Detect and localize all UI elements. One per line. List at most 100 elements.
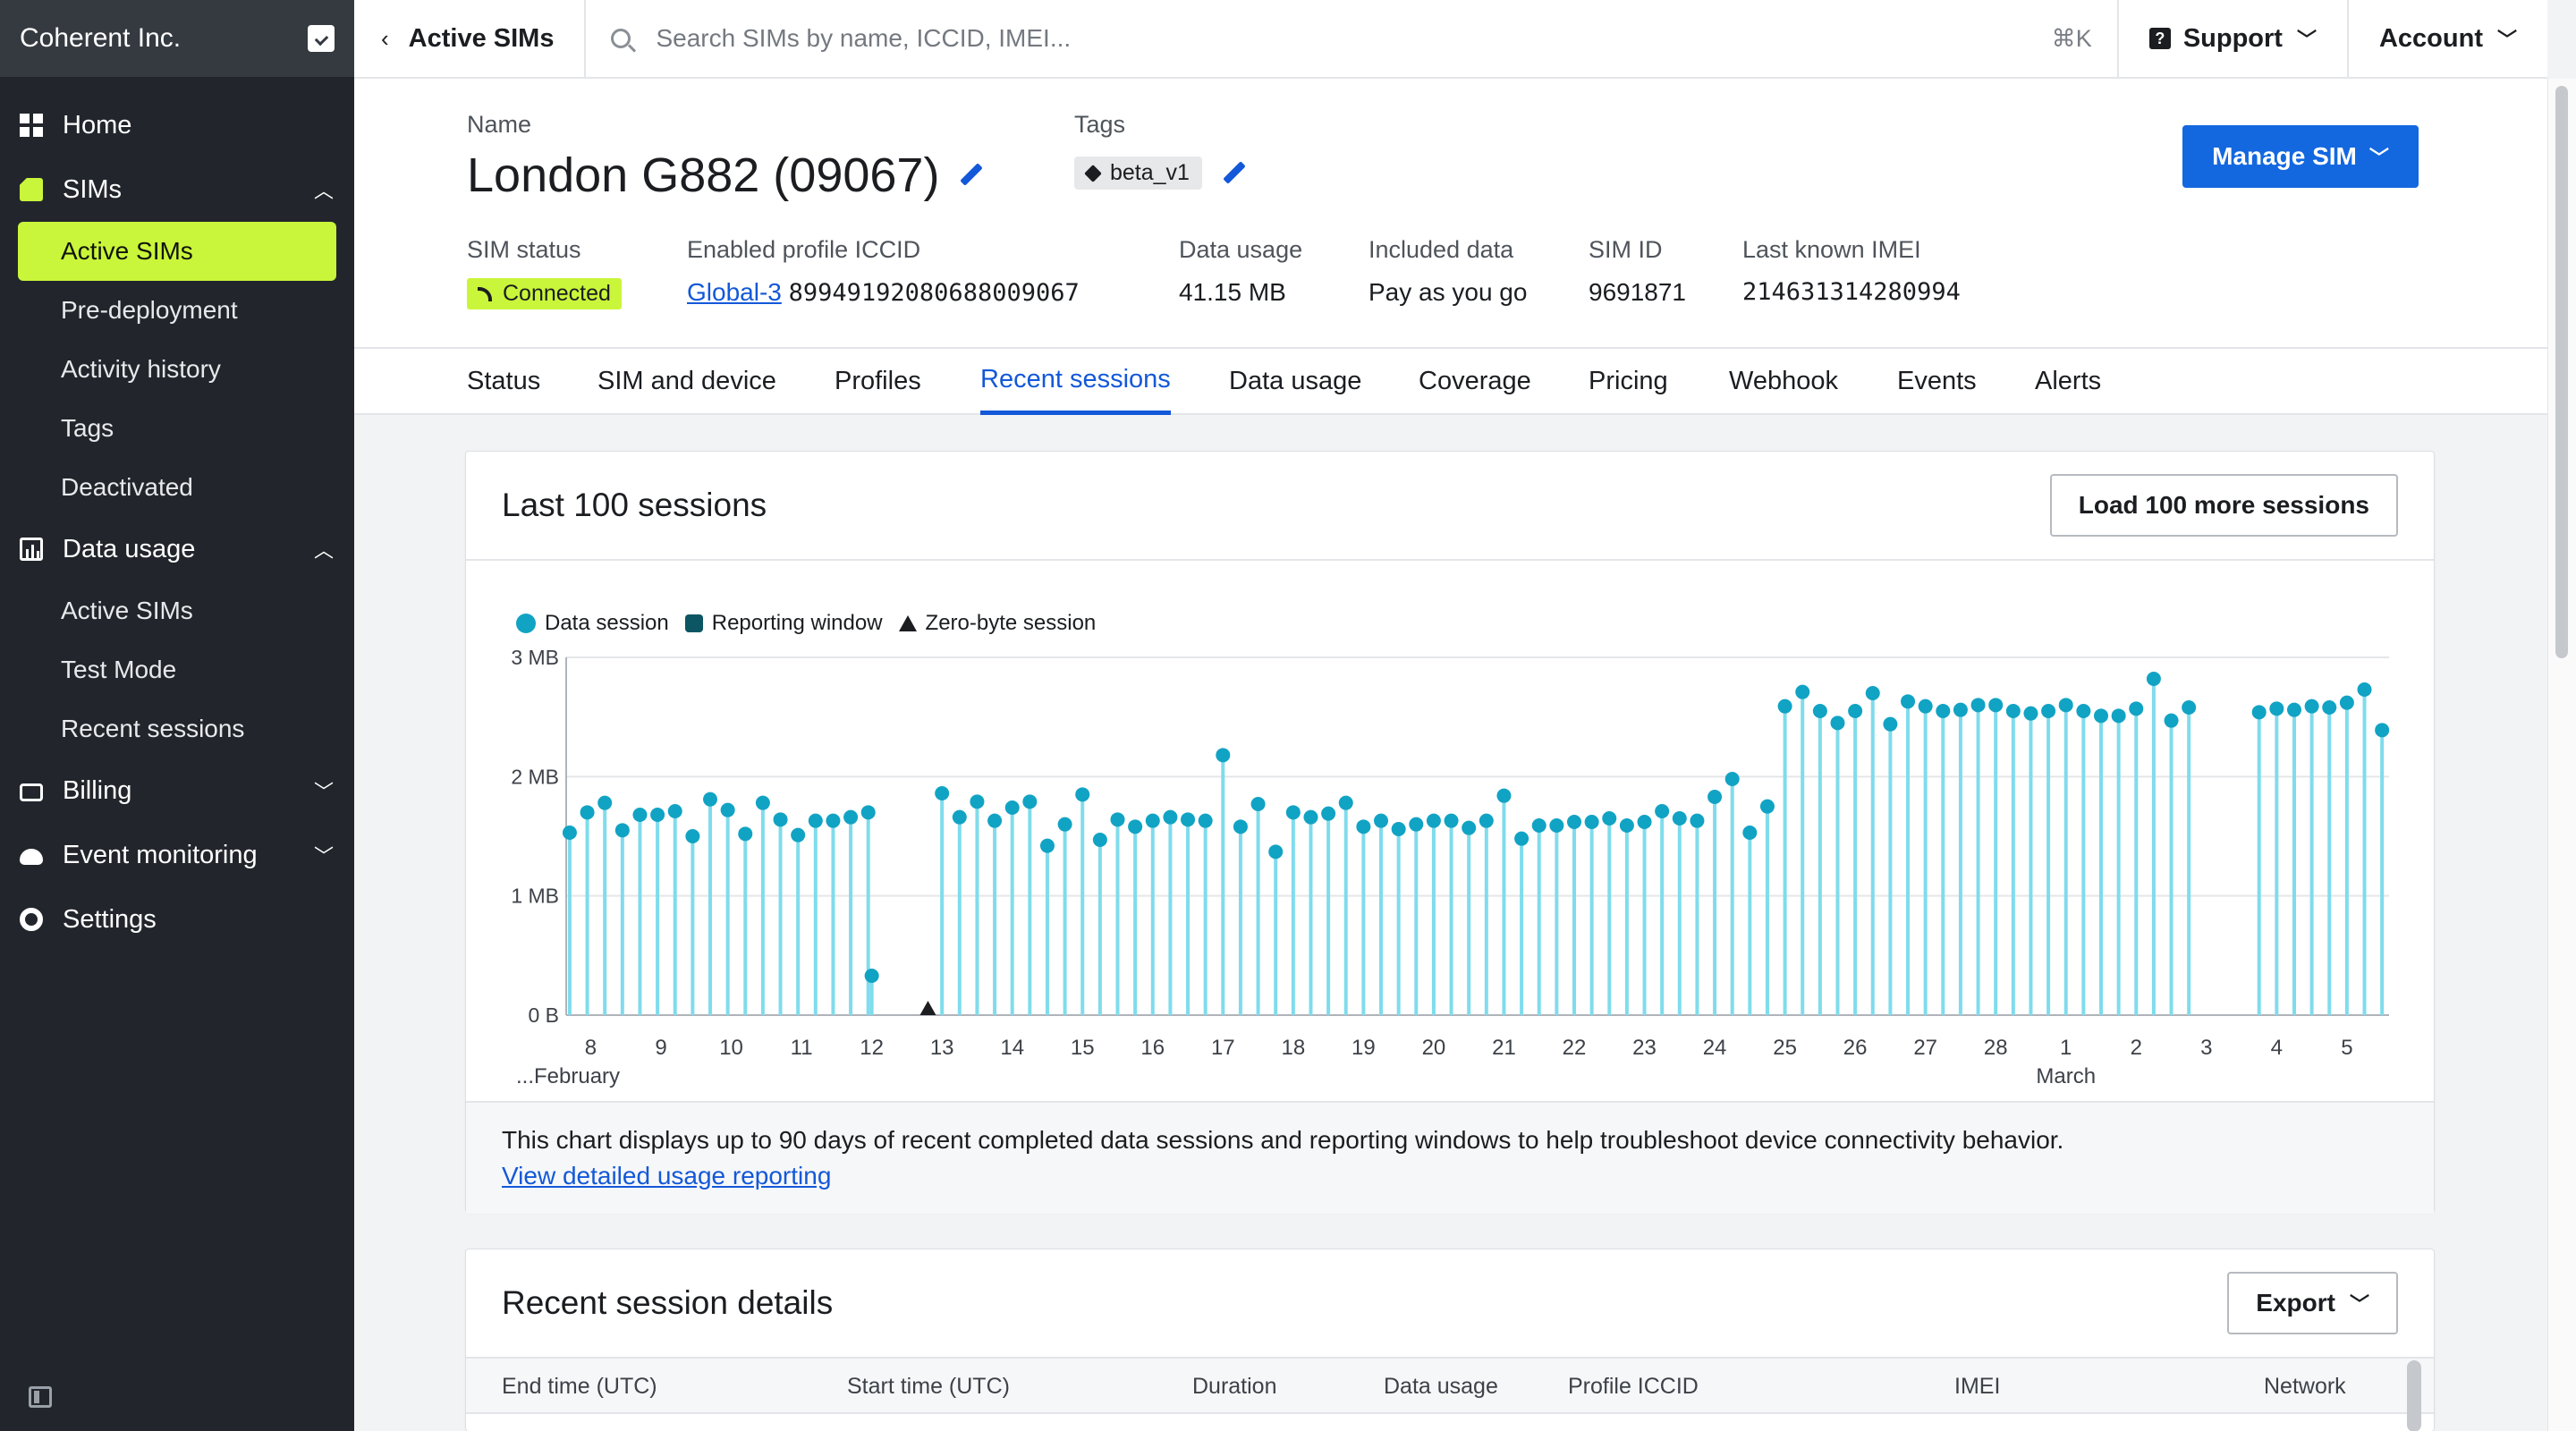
session-point <box>1566 815 1581 829</box>
column-header-end-time[interactable]: End time (UTC) <box>502 1373 657 1399</box>
search-bar[interactable]: Search SIMs by name, ICCID, IMEI... ⌘K <box>586 0 2116 78</box>
legend-item-zero-byte[interactable]: Zero-byte session <box>898 611 1096 636</box>
org-switcher[interactable]: Coherent Inc. <box>0 0 354 77</box>
session-point <box>1181 812 1196 827</box>
chevron-down-icon: ﹀ <box>2296 29 2317 51</box>
x-tick-label: 3 <box>2200 1036 2212 1060</box>
manage-sim-label: Manage SIM <box>2212 142 2357 170</box>
scrollbar-thumb[interactable] <box>2555 86 2568 658</box>
session-point <box>1479 813 1494 828</box>
tab-profiles[interactable]: Profiles <box>835 366 921 395</box>
sidebar-item-event-monitoring[interactable]: Event monitoring ﹀ <box>0 823 354 887</box>
tab-status[interactable]: Status <box>467 366 541 395</box>
sidebar-subitem-test-mode[interactable]: Test Mode <box>61 656 177 683</box>
shortcut-hint: ⌘K <box>2051 24 2092 52</box>
profile-link[interactable]: Global-3 <box>687 278 782 306</box>
session-point <box>2005 704 2021 718</box>
back-button[interactable]: ‹ Active SIMs <box>354 0 587 78</box>
sim-card-icon <box>20 178 43 201</box>
session-point <box>952 809 967 825</box>
sidebar-item-settings[interactable]: Settings <box>0 887 354 952</box>
x-tick-label: 14 <box>1000 1036 1024 1060</box>
manage-sim-button[interactable]: Manage SIM ﹀ <box>2182 125 2419 188</box>
account-menu-button[interactable]: Account ﹀ <box>2346 0 2547 78</box>
edit-name-pencil-icon[interactable] <box>957 162 984 189</box>
table-header: End time (UTC) Start time (UTC) Duration… <box>466 1359 2434 1414</box>
column-header-profile-iccid[interactable]: Profile ICCID <box>1568 1373 1699 1399</box>
sidebar-subitem-usage-active-sims[interactable]: Active SIMs <box>61 597 193 624</box>
session-point <box>1216 748 1231 763</box>
sim-name: London G882 (09067) <box>467 148 940 202</box>
support-menu-button[interactable]: ? Support ﹀ <box>2116 0 2347 78</box>
edit-tags-pencil-icon[interactable] <box>1220 160 1247 187</box>
collapse-sidebar-icon[interactable] <box>29 1386 52 1408</box>
tab-sim-and-device[interactable]: SIM and device <box>597 366 776 395</box>
x-tick-label: 18 <box>1281 1036 1305 1060</box>
field-value: Connected <box>467 278 687 309</box>
legend-item-reporting-window[interactable]: Reporting window <box>684 611 883 636</box>
tab-data-usage[interactable]: Data usage <box>1229 366 1362 395</box>
table-scrollbar[interactable] <box>2407 1360 2421 1431</box>
field-label: Data usage <box>1179 236 1303 263</box>
sidebar-item-billing[interactable]: Billing ﹀ <box>0 758 354 823</box>
session-point <box>1531 818 1546 833</box>
session-point <box>1338 795 1353 810</box>
tab-webhook[interactable]: Webhook <box>1729 366 1838 395</box>
sidebar-item-home[interactable]: Home <box>0 93 354 157</box>
tab-alerts[interactable]: Alerts <box>2035 366 2102 395</box>
sidebar-subitem-tags[interactable]: Tags <box>61 414 114 442</box>
load-more-sessions-button[interactable]: Load 100 more sessions <box>2049 474 2398 537</box>
gear-icon <box>20 908 43 931</box>
sidebar-subitem-deactivated[interactable]: Deactivated <box>61 473 193 501</box>
home-icon <box>20 114 43 137</box>
tag-label: beta_v1 <box>1110 160 1190 185</box>
session-point <box>2076 704 2091 718</box>
sidebar-subitem-pre-deployment[interactable]: Pre-deployment <box>61 296 238 324</box>
sidebar: Coherent Inc. Home SIMs ︿ Active SIMs Pr… <box>0 0 354 1431</box>
column-header-network[interactable]: Network <box>2264 1373 2346 1399</box>
column-header-start-time[interactable]: Start time (UTC) <box>847 1373 1010 1399</box>
x-tick-label: 12 <box>860 1036 884 1060</box>
session-point <box>1637 815 1652 829</box>
chevron-down-icon: ﹀ <box>313 781 334 803</box>
export-button[interactable]: Export ﹀ <box>2227 1272 2398 1334</box>
legend-item-data-session[interactable]: Data session <box>516 611 669 636</box>
sidebar-subitem-activity-history[interactable]: Activity history <box>61 355 221 383</box>
session-point <box>1865 686 1880 700</box>
tag-chip[interactable]: beta_v1 <box>1074 157 1202 190</box>
session-point <box>1901 694 1916 709</box>
sidebar-item-data-usage[interactable]: Data usage ︿ <box>0 517 354 581</box>
page-scrollbar[interactable] <box>2547 79 2576 1431</box>
export-label: Export <box>2256 1289 2335 1317</box>
column-header-imei[interactable]: IMEI <box>1954 1373 2001 1399</box>
sessions-card: Last 100 sessions Load 100 more sessions… <box>465 451 2435 1214</box>
x-tick-label: 17 <box>1211 1036 1235 1060</box>
session-point <box>667 804 682 818</box>
x-tick-label: 22 <box>1563 1036 1587 1060</box>
session-point <box>1374 813 1389 828</box>
column-header-duration[interactable]: Duration <box>1192 1373 1277 1399</box>
session-point <box>1936 704 1951 718</box>
session-point <box>970 794 985 809</box>
bar-chart-icon <box>20 538 43 561</box>
tab-pricing[interactable]: Pricing <box>1589 366 1668 395</box>
sidebar-subitem-recent-sessions[interactable]: Recent sessions <box>61 715 245 742</box>
support-label: Support <box>2182 23 2283 53</box>
tab-recent-sessions[interactable]: Recent sessions <box>980 349 1171 415</box>
sidebar-item-sims[interactable]: SIMs ︿ <box>0 157 354 222</box>
tab-events[interactable]: Events <box>1897 366 1977 395</box>
session-point <box>614 823 630 838</box>
field-included-data: Included data Pay as you go <box>1368 236 1589 309</box>
session-point <box>597 795 613 810</box>
legend-dot-icon <box>516 614 536 633</box>
sidebar-subitem-active-sims[interactable]: Active SIMs <box>18 222 336 281</box>
detailed-usage-link[interactable]: View detailed usage reporting <box>502 1162 832 1190</box>
sim-name-row: London G882 (09067) <box>467 148 984 203</box>
chevron-left-icon: ‹ <box>381 24 389 52</box>
tab-coverage[interactable]: Coverage <box>1419 366 1531 395</box>
session-point <box>1724 772 1740 786</box>
sidebar-item-label: Settings <box>63 904 157 934</box>
column-header-data-usage[interactable]: Data usage <box>1384 1373 1498 1399</box>
session-point <box>1391 822 1406 836</box>
search-input[interactable]: Search SIMs by name, ICCID, IMEI... <box>656 24 1072 52</box>
